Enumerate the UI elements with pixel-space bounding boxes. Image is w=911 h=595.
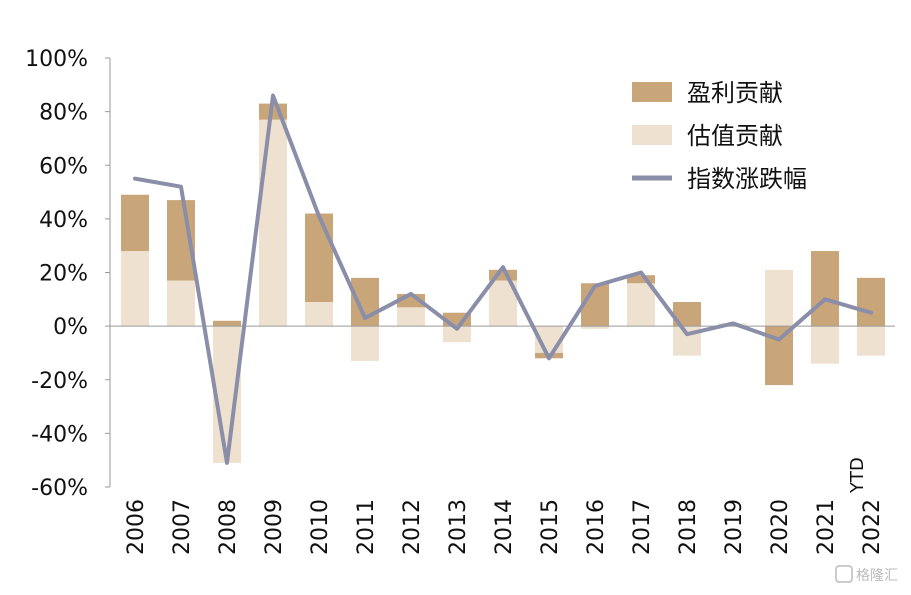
x-tick-label-2015: 2015 [538,499,563,555]
x-tick-label-2018: 2018 [676,499,701,555]
watermark-logo-icon [836,566,852,582]
y-tick-label: -20% [31,369,88,394]
valuation-bar-2011 [351,326,379,361]
legend-label-2: 指数涨跌幅 [687,165,807,193]
valuation-bar-2006 [121,251,149,326]
earnings-bar-2010 [305,214,333,302]
y-tick-label: -60% [31,476,88,501]
y-tick-label: 40% [39,208,88,233]
x-tick-label-2011: 2011 [354,499,379,555]
x-tick-label-2009: 2009 [262,499,287,555]
y-tick-label: 20% [39,262,88,287]
watermark-text: 格隆汇 [856,568,898,584]
valuation-bar-2012 [397,307,425,326]
legend-swatch-1 [632,125,672,145]
valuation-bar-2022 [857,326,885,355]
valuation-bar-2007 [167,281,195,327]
x-tick-label-2014: 2014 [492,499,517,555]
y-tick-label: 100% [25,47,88,72]
x-tick-label-2007: 2007 [170,499,195,555]
earnings-bar-2008 [213,321,241,326]
x-tick-label-2016: 2016 [584,499,609,555]
valuation-bar-2010 [305,302,333,326]
y-tick-label: -40% [31,422,88,447]
x-tick-label-2012: 2012 [400,499,425,555]
x-tick-label-2022: 2022 [860,499,885,555]
y-tick-label: 80% [39,101,88,126]
x-tick-label-2006: 2006 [124,499,149,555]
y-tick-label: 60% [39,154,88,179]
valuation-bar-2017 [627,283,655,326]
x-tick-label-2017: 2017 [630,499,655,555]
earnings-bar-2022 [857,278,885,326]
valuation-bar-2021 [811,326,839,364]
x-tick-label-2020: 2020 [768,499,793,555]
legend-label-0: 盈利贡献 [687,79,783,107]
x-tick-label-2010: 2010 [308,499,333,555]
x-tick-label-2021: 2021 [814,499,839,555]
x-tick-label-2019: 2019 [722,499,747,555]
earnings-bar-2021 [811,251,839,326]
x-tick-label-2008: 2008 [216,499,241,555]
y-tick-label: 0% [53,315,88,340]
ytd-annotation: YTD [847,457,868,494]
earnings-bar-2006 [121,195,149,251]
x-tick-label-2013: 2013 [446,499,471,555]
watermark: 格隆汇 [836,566,898,584]
valuation-bar-2009 [259,120,287,326]
legend-label-1: 估值贡献 [687,122,783,150]
legend-swatch-0 [632,82,672,102]
valuation-bar-2020 [765,270,793,326]
